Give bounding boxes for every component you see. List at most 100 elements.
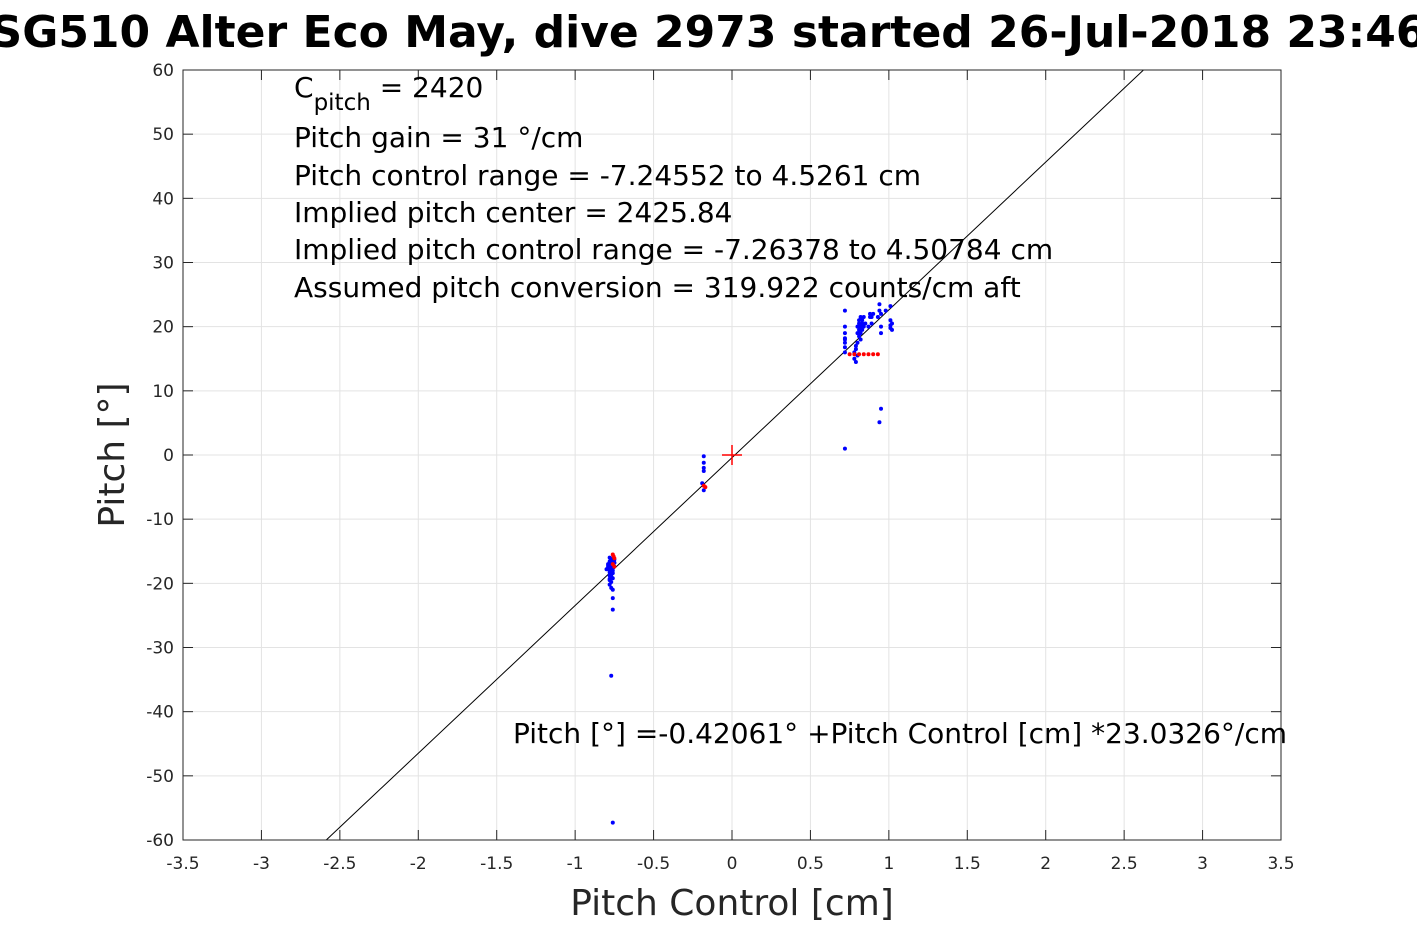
c-pitch-value: = 2420: [371, 71, 484, 104]
y-axis-ticks: -60 -50 -40 -30 -20 -10 0 10 20 30 40 50 60: [146, 61, 1281, 851]
data-point: [889, 327, 894, 332]
data-point: [606, 565, 611, 570]
data-point: [879, 324, 884, 329]
y-tick-label: 0: [163, 446, 174, 466]
x-tick-label: 3.5: [1267, 854, 1294, 874]
y-tick-label: 60: [152, 61, 174, 81]
highlight-point: [701, 483, 706, 488]
x-tick-label: 1: [883, 854, 894, 874]
data-point: [869, 321, 874, 326]
x-axis-ticks: -3.5 -3 -2.5 -2 -1.5 -1 -0.5 0 0.5 1 1.5 2 2.5 3 3.5: [166, 70, 1295, 874]
annotation-block: Cpitch = 2420 Pitch gain = 31 °/cm Pitch…: [294, 71, 1053, 304]
data-point: [852, 356, 857, 361]
data-point: [883, 308, 888, 313]
y-axis-label: Pitch [°]: [92, 382, 133, 527]
data-point: [861, 324, 866, 329]
x-tick-label: -2.5: [323, 854, 356, 874]
data-point: [855, 340, 860, 345]
x-tick-label: -3: [253, 854, 270, 874]
highlight-point: [861, 352, 866, 357]
data-point: [842, 446, 847, 451]
data-point: [858, 324, 863, 329]
highlight-point: [857, 352, 862, 357]
c-pitch-subscript: pitch: [314, 90, 371, 116]
assumed-pitch-conversion-annotation: Assumed pitch conversion = 319.922 count…: [294, 271, 1021, 304]
data-point: [701, 454, 706, 459]
center-marker-group: [722, 445, 742, 465]
y-tick-label: -20: [146, 574, 174, 594]
y-tick-label: 30: [152, 254, 174, 274]
x-tick-label: -2: [410, 854, 427, 874]
y-tick-label: 20: [152, 318, 174, 338]
data-point: [842, 331, 847, 336]
data-point: [889, 321, 894, 326]
data-point: [855, 331, 860, 336]
data-point: [853, 359, 858, 364]
data-point: [877, 302, 882, 307]
data-point: [701, 488, 706, 493]
data-point: [860, 327, 865, 332]
data-point: [610, 596, 615, 601]
pitch-gain-annotation: Pitch gain = 31 °/cm: [294, 121, 583, 154]
c-pitch-annotation: Cpitch = 2420: [294, 71, 483, 116]
data-point: [853, 347, 858, 352]
data-point: [860, 318, 865, 323]
data-point: [858, 331, 863, 336]
data-point: [877, 308, 882, 313]
y-tick-label: -40: [146, 703, 174, 723]
implied-pitch-control-range-annotation: Implied pitch control range = -7.26378 t…: [294, 233, 1053, 266]
data-point: [610, 607, 615, 612]
x-tick-label: 2: [1040, 854, 1051, 874]
data-point: [879, 406, 884, 411]
data-point: [842, 308, 847, 313]
data-point: [875, 315, 880, 320]
data-point: [842, 340, 847, 345]
data-point: [871, 311, 876, 316]
pitch-control-range-annotation: Pitch control range = -7.24552 to 4.5261…: [294, 159, 921, 192]
data-point: [858, 337, 863, 342]
highlight-point: [612, 556, 617, 561]
data-point: [888, 318, 893, 323]
data-point: [863, 321, 868, 326]
implied-pitch-center-annotation: Implied pitch center = 2425.84: [294, 196, 732, 229]
data-point: [855, 324, 860, 329]
data-point: [861, 315, 866, 320]
data-point: [857, 327, 862, 332]
x-tick-label: 0.5: [797, 854, 824, 874]
data-point: [879, 331, 884, 336]
highlight-point: [852, 352, 857, 357]
data-point: [701, 465, 706, 470]
x-tick-label: 3: [1197, 854, 1208, 874]
y-tick-label: -50: [146, 767, 174, 787]
x-tick-label: -1: [567, 854, 584, 874]
highlight-point: [871, 352, 876, 357]
data-point: [610, 587, 615, 592]
data-point: [857, 334, 862, 339]
highlight-point: [875, 352, 880, 357]
y-tick-label: 10: [152, 382, 174, 402]
c-pitch-symbol: C: [294, 71, 314, 104]
data-point: [842, 324, 847, 329]
data-point: [609, 673, 614, 678]
fit-equation-annotation: Pitch [°] =-0.42061° +Pitch Control [cm]…: [513, 717, 1287, 750]
data-point: [842, 337, 847, 342]
data-point: [607, 582, 612, 587]
x-tick-label: 2.5: [1111, 854, 1138, 874]
y-tick-label: -60: [146, 831, 174, 851]
x-tick-label: -0.5: [637, 854, 670, 874]
data-point: [842, 350, 847, 355]
x-tick-label: -1.5: [480, 854, 513, 874]
highlight-point: [612, 564, 617, 569]
data-point: [857, 318, 862, 323]
data-point: [857, 321, 862, 326]
y-tick-label: -30: [146, 639, 174, 659]
data-point: [879, 311, 884, 316]
data-points: [604, 302, 894, 825]
data-point: [842, 345, 847, 350]
data-point: [610, 820, 615, 825]
x-tick-label: 1.5: [954, 854, 981, 874]
data-point: [701, 460, 706, 465]
y-tick-label: 50: [152, 125, 174, 145]
data-point: [888, 304, 893, 309]
